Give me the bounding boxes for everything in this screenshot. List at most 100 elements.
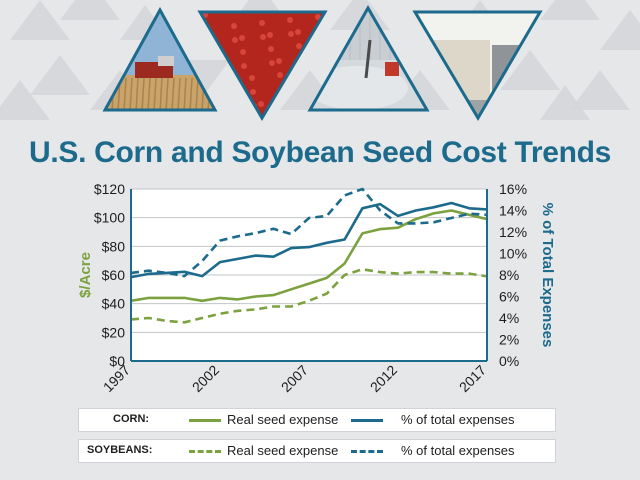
seed-grain (258, 101, 264, 107)
corn-stalk (183, 77, 187, 110)
header-photo-strip (102, 4, 543, 121)
photo-frame (307, 4, 430, 112)
legend-swatch (351, 450, 383, 453)
seed-grain (204, 40, 210, 46)
chart-ticks: $0 $20 $40 $60 $80 $100 $120 0% 2% 4% 6% 8% 10% 12% 14… (77, 181, 556, 395)
seed-grain (277, 72, 283, 78)
y-right-axis-title: % of Total Expenses (539, 203, 556, 348)
y-right-tick-label: 6% (499, 289, 519, 305)
seed-grain (296, 43, 302, 49)
legend-group-label: SOYBEANS: (87, 444, 153, 456)
seed-grain (230, 104, 236, 110)
legend-item-label: Real seed expense (227, 412, 339, 427)
legend-item-label: % of total expenses (401, 412, 515, 427)
y-left-tick-label: $20 (102, 324, 126, 340)
seed-grain (205, 54, 211, 60)
legend-row-corn: CORN: Real seed expense % of total expense… (78, 408, 556, 432)
photo-frame (412, 10, 543, 121)
background-triangle (500, 50, 560, 90)
combine-cab (158, 56, 174, 66)
seed-grain (231, 23, 237, 29)
seed-grain (222, 92, 228, 98)
background-triangle (0, 80, 50, 120)
y-right-tick-label: 14% (499, 203, 527, 219)
seed-grain (214, 80, 220, 86)
seed-grain (232, 37, 238, 43)
background-triangle (570, 70, 630, 110)
corn-stalk (165, 77, 169, 110)
seed-cost-chart: $0 $20 $40 $60 $80 $100 $120 0% 2% 4% 6% 8% 10% 12% 14… (77, 181, 556, 395)
corn-stalk (123, 77, 127, 110)
seed-grain (260, 34, 266, 40)
chart-axes (130, 189, 488, 362)
x-tick-label: 2012 (367, 362, 400, 395)
tank-valve (385, 62, 399, 76)
corn-pct-total-expenses-line (130, 201, 488, 279)
legend-swatch (189, 450, 221, 453)
seed-grain (239, 35, 245, 41)
seed-grain (250, 89, 256, 95)
seed-tank (310, 66, 408, 110)
seed-grain (304, 55, 310, 61)
background-triangle (540, 85, 590, 120)
fill-hose (364, 39, 372, 79)
seed-grain (223, 106, 229, 112)
seed-grain (287, 17, 293, 23)
legend-row-soybeans: SOYBEANS: Real seed expense % of total exp… (78, 439, 556, 463)
seed-grain (267, 32, 273, 38)
seed-grain (212, 52, 218, 58)
background-triangle (600, 10, 640, 50)
legend-item-label: Real seed expense (227, 443, 339, 458)
y-left-tick-label: $60 (102, 267, 126, 283)
photo-frame (102, 6, 218, 112)
seed-grain (249, 75, 255, 81)
seed-grain (241, 63, 247, 69)
corn-stalk (159, 77, 163, 110)
y-left-axis-title: $/Acre (77, 252, 94, 298)
soybean-pct-total-expenses-line (130, 187, 488, 278)
background-triangle (30, 55, 90, 95)
x-tick-label: 2002 (189, 362, 222, 395)
x-tick-label: 2017 (456, 362, 489, 395)
y-right-tick-label: 12% (499, 224, 527, 240)
legend-item-label: % of total expenses (401, 443, 515, 458)
seed-grain (259, 20, 265, 26)
seed-grain (268, 46, 274, 52)
soybean-seed-expense-line (130, 267, 488, 324)
seed-grain (240, 49, 246, 55)
seed-grain (221, 78, 227, 84)
corn-stalk (195, 77, 199, 110)
chart-series (130, 187, 488, 324)
y-right-tick-label: 0% (499, 353, 519, 369)
y-left-tick-label: $120 (94, 181, 125, 197)
y-right-tick-label: 10% (499, 246, 527, 262)
corn-stalk (177, 77, 181, 110)
y-left-tick-label: $40 (102, 296, 126, 312)
y-left-tick-label: $100 (94, 210, 125, 226)
y-right-tick-label: 8% (499, 267, 519, 283)
seed-grain (269, 60, 275, 66)
seed-grain (295, 29, 301, 35)
background-triangle (10, 0, 70, 40)
x-tick-label: 2007 (278, 362, 311, 395)
corn-stalk (153, 77, 157, 110)
y-left-tick-label: $80 (102, 238, 126, 254)
background-triangle (60, 0, 120, 20)
corn-stalk (171, 77, 175, 110)
legend-swatch (189, 419, 221, 422)
legend-swatch (351, 419, 383, 422)
corn-stalk (141, 77, 145, 110)
seed-grain (288, 31, 294, 37)
y-right-tick-label: 16% (499, 181, 527, 197)
corn-stalk (129, 77, 133, 110)
y-right-tick-label: 2% (499, 332, 519, 348)
y-left-tick-label: $0 (109, 353, 125, 369)
corn-stalk (135, 77, 139, 110)
corn-stalk (147, 77, 151, 110)
y-right-tick-label: 4% (499, 310, 519, 326)
corn-stalk (189, 77, 193, 110)
photo-frame (197, 10, 328, 121)
corn-seed-expense-line (130, 209, 488, 303)
background-triangle (540, 0, 600, 20)
